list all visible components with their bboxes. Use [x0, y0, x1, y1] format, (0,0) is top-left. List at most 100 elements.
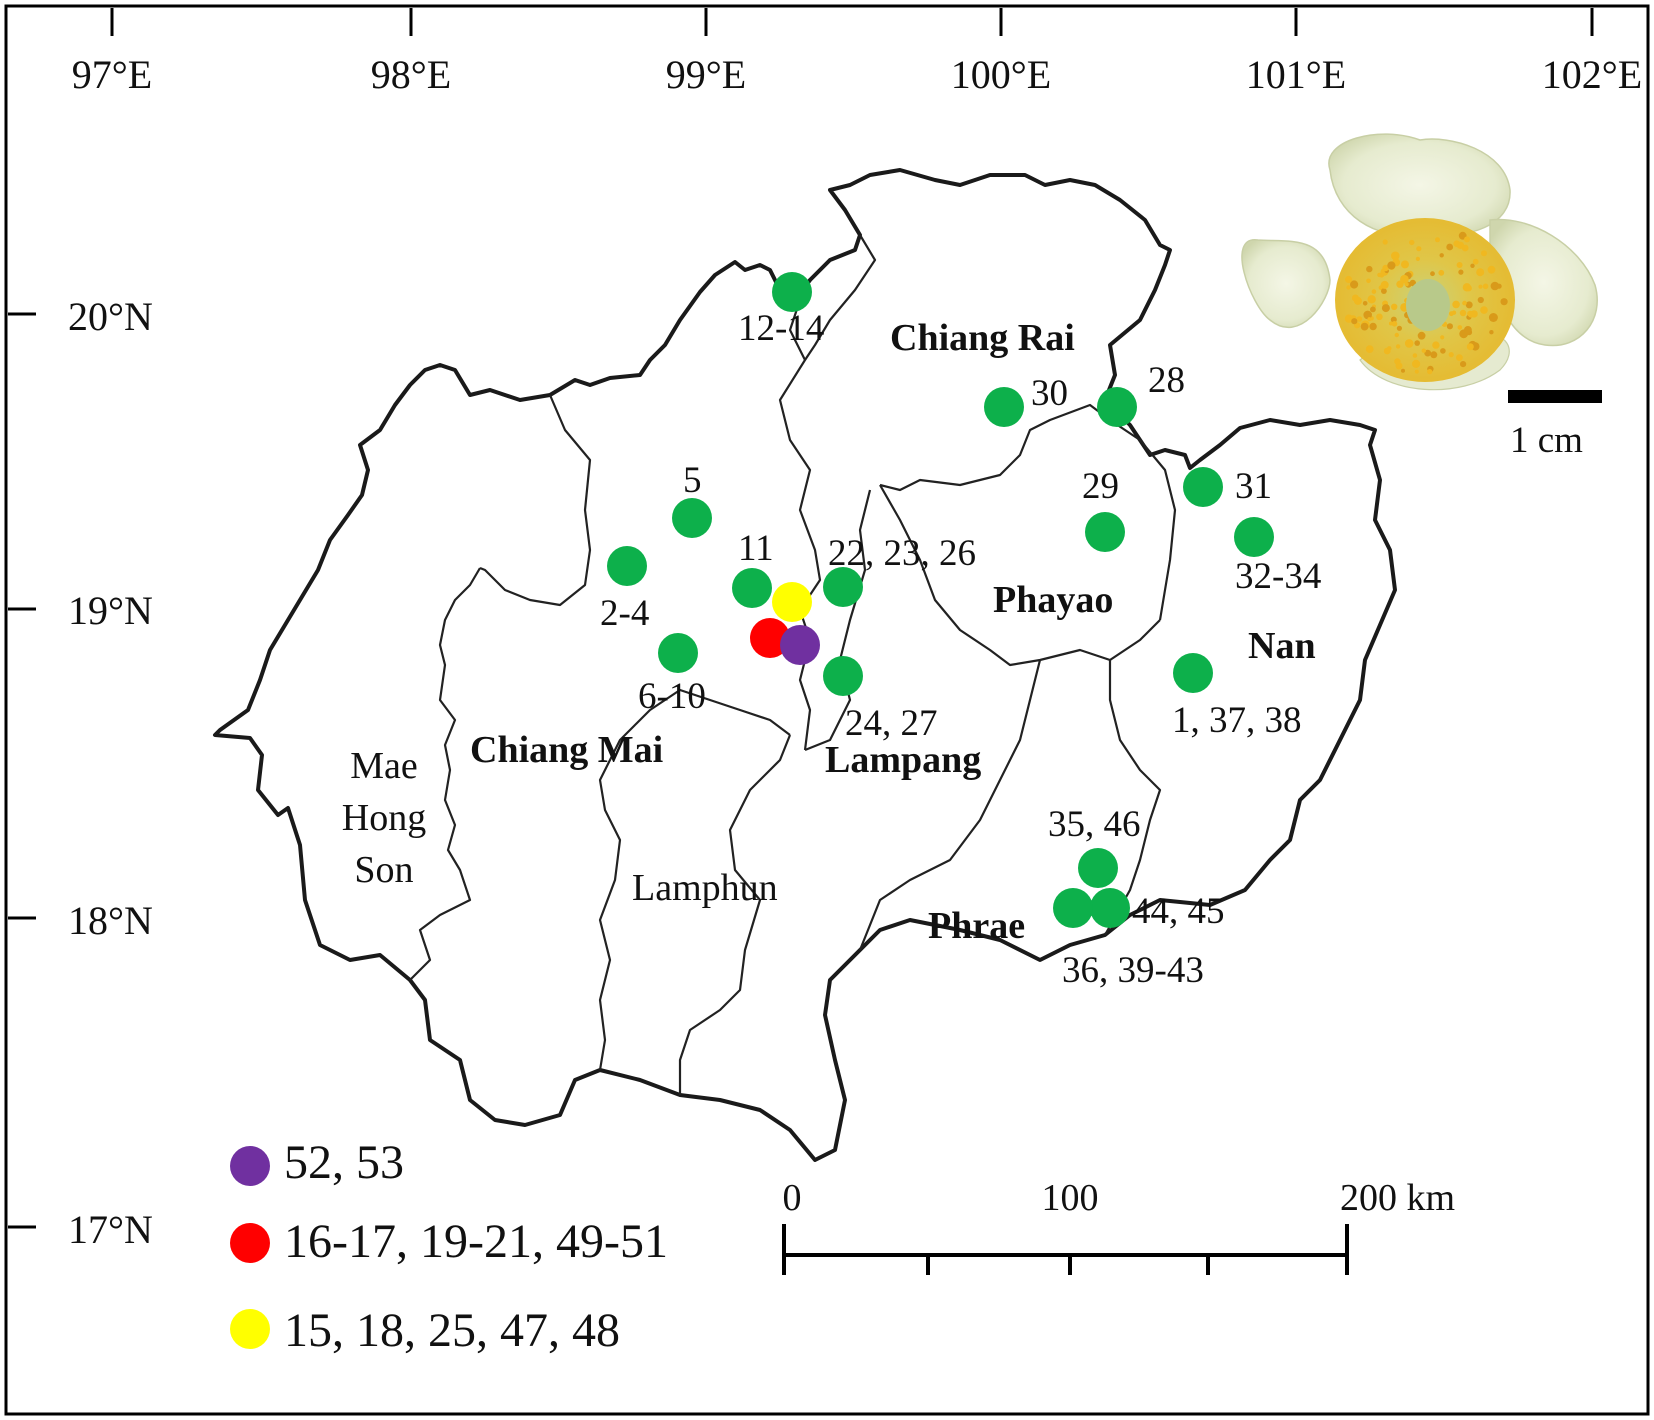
- site-marker-32-34: [1234, 517, 1274, 557]
- stamen-anther: [1456, 262, 1463, 268]
- stamen-anther: [1421, 348, 1427, 353]
- stamen-anther: [1371, 289, 1377, 294]
- legend-label-yellow: 15, 18, 25, 47, 48: [284, 1304, 620, 1357]
- stamen-anther: [1456, 241, 1465, 249]
- stamen-anther: [1412, 359, 1421, 368]
- boundary-chiangmai-north: [479, 394, 592, 607]
- stamen-anther: [1360, 322, 1369, 331]
- stamen-anther: [1482, 283, 1489, 290]
- stamen-anther: [1466, 343, 1474, 351]
- site-marker-24-27: [823, 656, 863, 696]
- stamen-anther: [1415, 256, 1420, 261]
- stamen-anther: [1396, 325, 1402, 331]
- site-marker-red: [750, 618, 790, 658]
- province-lamphun: Lamphun: [632, 867, 778, 909]
- stamen-anther: [1369, 322, 1377, 331]
- photo-scale-label: 1 cm: [1510, 420, 1583, 461]
- site-label-1-37-38: 1, 37, 38: [1172, 700, 1302, 741]
- stamen-anther: [1424, 349, 1432, 357]
- site-label-29: 29: [1082, 466, 1119, 507]
- map-frame: [4, 4, 1650, 1416]
- lat-tick-20: 20°N: [68, 294, 153, 339]
- province-boundaries: [213, 168, 1397, 1162]
- site-label-11: 11: [738, 528, 774, 569]
- stamen-anther: [1490, 281, 1500, 291]
- site-marker-6-10: [658, 633, 698, 673]
- site-marker-36-39-43: [1053, 888, 1093, 928]
- stamen-anther: [1363, 310, 1372, 320]
- stamen-anther: [1414, 369, 1419, 374]
- stamen-anther: [1366, 278, 1371, 284]
- site-marker-35-46: [1078, 848, 1118, 888]
- stamen-anther: [1481, 250, 1487, 257]
- stamen-anther: [1452, 300, 1460, 309]
- stamen-anther: [1345, 275, 1353, 284]
- stamen-anther: [1440, 335, 1445, 340]
- boundary-lamphun: [598, 688, 791, 1071]
- photo-scale-bar: [1508, 390, 1602, 403]
- boundary-lampang-phayao: [879, 403, 1141, 492]
- legend-marker-red: [230, 1223, 270, 1263]
- stamen-anther: [1435, 237, 1440, 243]
- boundary-mhs-chiangmai: [409, 567, 481, 981]
- stamen-anther: [1377, 272, 1382, 278]
- lat-tick-17: 17°N: [68, 1207, 153, 1252]
- stamen-anther: [1401, 260, 1409, 269]
- site-marker-29: [1085, 512, 1125, 552]
- legend-label-purple: 52, 53: [284, 1136, 404, 1189]
- stamen-anther: [1391, 321, 1398, 327]
- site-marker-44-45: [1090, 888, 1130, 928]
- boundary-chiangmai-chiangrai: [778, 299, 822, 751]
- stamen-anther: [1390, 316, 1397, 323]
- stamen-anther: [1391, 303, 1398, 310]
- lon-tick-101: 101°E: [1246, 52, 1346, 97]
- site-marker-12-14: [772, 272, 812, 312]
- stamen-anther: [1465, 301, 1473, 309]
- province-chiang-rai: Chiang Rai: [890, 317, 1075, 359]
- stamen-anther: [1464, 326, 1472, 334]
- site-marker-28: [1097, 387, 1137, 427]
- legend-marker-purple: [230, 1146, 270, 1186]
- distance-scale: 0 100 200 km: [782, 1177, 1455, 1275]
- stamen-anther: [1366, 265, 1373, 273]
- site-label-32-34: 32-34: [1235, 556, 1321, 597]
- stamen-anther: [1448, 352, 1454, 358]
- petal-left: [1241, 239, 1331, 329]
- stamen-anther: [1404, 339, 1414, 348]
- site-label-30: 30: [1031, 373, 1068, 414]
- stamen-anther: [1439, 253, 1444, 258]
- province-mae-hong-son-line3: Son: [354, 849, 413, 891]
- boundary-chiangrai-inner: [804, 234, 877, 361]
- stamen-anther: [1381, 288, 1387, 294]
- stamen-anther: [1344, 314, 1354, 323]
- stamen-anther: [1409, 239, 1415, 246]
- scale-label-100: 100: [1042, 1177, 1099, 1219]
- boundary-phrae-nan: [1104, 660, 1162, 936]
- site-label-5: 5: [683, 460, 702, 501]
- stamen-anther: [1381, 304, 1390, 313]
- stamen-anther: [1382, 239, 1388, 245]
- stamen-anther: [1451, 310, 1457, 315]
- province-mae-hong-son-line2: Hong: [342, 797, 426, 839]
- stamen-anther: [1467, 310, 1473, 317]
- lon-tick-100: 100°E: [951, 52, 1051, 97]
- site-marker-11: [732, 568, 772, 608]
- stamen-anther: [1478, 284, 1483, 289]
- stamen-anther: [1459, 309, 1467, 317]
- scale-label-0: 0: [783, 1177, 802, 1219]
- site-marker-30: [984, 387, 1024, 427]
- stamen-anther: [1487, 265, 1496, 274]
- stamen-anther: [1430, 271, 1435, 277]
- lat-tick-18: 18°N: [68, 898, 153, 943]
- northern-thailand-outline: [213, 168, 1397, 1162]
- stamen-anther: [1414, 340, 1420, 346]
- site-label-31: 31: [1235, 466, 1272, 507]
- stamen-anther: [1480, 306, 1488, 314]
- site-label-35-46: 35, 46: [1048, 804, 1141, 845]
- stamen-anther: [1382, 264, 1389, 272]
- stamen-anther: [1412, 353, 1418, 358]
- stamen-anther: [1500, 298, 1508, 306]
- latitude-axis: 20°N 19°N 18°N 17°N: [8, 294, 153, 1252]
- boundary-lamphun-lampang: [678, 734, 792, 1095]
